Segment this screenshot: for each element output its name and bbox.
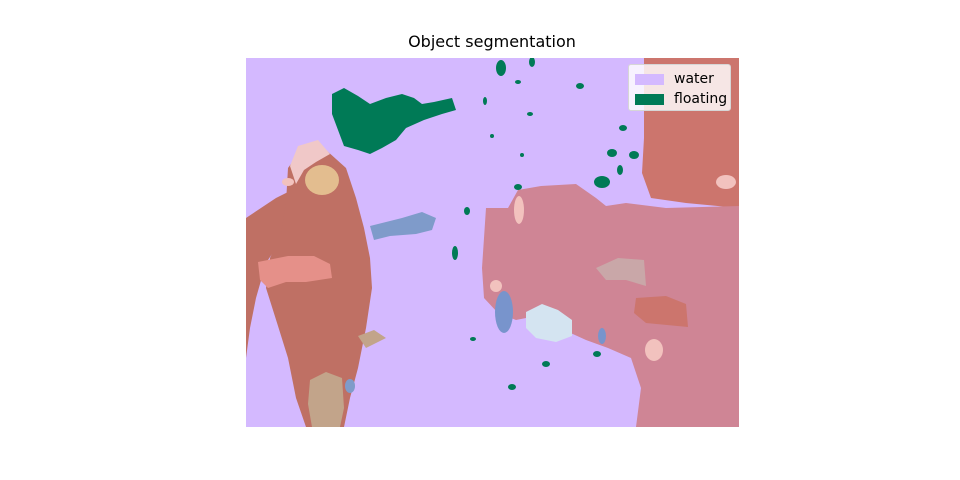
pale-spot <box>514 196 524 224</box>
blue-marker <box>495 291 513 333</box>
floating-bit <box>576 83 584 89</box>
chart-title: Object segmentation <box>408 32 576 51</box>
floating-bit <box>593 351 601 357</box>
floating-bit <box>520 153 524 157</box>
person-leg <box>308 372 344 427</box>
legend-swatch-water <box>635 73 664 85</box>
foam-region <box>526 304 572 342</box>
paddle-region <box>246 188 306 358</box>
person-boot <box>358 330 386 348</box>
floating-bit <box>514 184 522 190</box>
floating-bit <box>629 151 639 159</box>
floating-bit <box>617 165 623 175</box>
legend-label-water: water <box>674 71 714 87</box>
legend-entry-water: water <box>635 69 724 89</box>
pale-spot <box>490 280 502 292</box>
floating-bit <box>529 58 535 67</box>
legend-swatch-floating <box>635 93 664 105</box>
floating-bit <box>483 97 487 105</box>
floating-bit <box>542 361 550 367</box>
floating-bit <box>515 80 521 84</box>
segmentation-image <box>246 58 739 427</box>
floating-bit <box>607 149 617 157</box>
person-detail <box>345 379 355 393</box>
person-detail <box>282 178 294 186</box>
floating-bit <box>619 125 627 131</box>
floating-bit <box>527 112 533 116</box>
boat-edge <box>634 296 688 327</box>
legend: water floating <box>628 64 731 111</box>
person-head <box>305 165 339 195</box>
floating-bit <box>490 134 494 138</box>
floating-bit <box>496 60 506 76</box>
pale-spot <box>716 175 736 189</box>
floating-bit <box>452 246 458 260</box>
boat-region <box>482 184 739 427</box>
legend-entry-floating: floating <box>635 89 728 109</box>
person-hood <box>290 140 330 184</box>
boat-cargo <box>596 258 646 286</box>
pale-spot <box>645 339 663 361</box>
floating-bit <box>464 207 470 215</box>
floating-cluster <box>332 88 456 154</box>
legend-label-floating: floating <box>674 91 728 107</box>
person-region <box>266 146 372 427</box>
blue-marker <box>598 328 606 344</box>
person-arm <box>370 212 436 240</box>
floating-bit <box>470 337 476 341</box>
floating-bit <box>508 384 516 390</box>
floating-bit <box>594 176 610 188</box>
person-hand <box>258 256 332 288</box>
